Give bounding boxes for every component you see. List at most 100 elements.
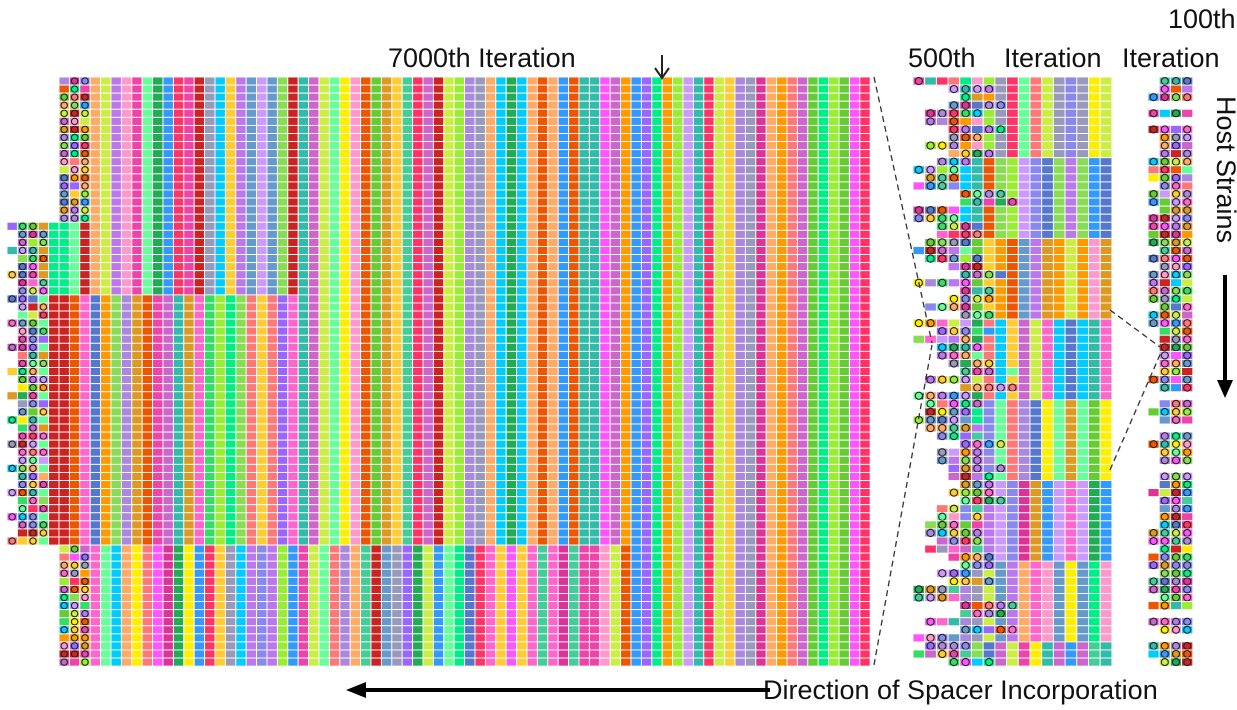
spacer-cell [68, 423, 81, 433]
spacer-cell [422, 237, 434, 247]
spacer-cell [422, 302, 434, 312]
spacer-cell [557, 552, 570, 562]
spacer-cell [48, 310, 60, 320]
spacer-cell [661, 286, 674, 296]
spacer-cell [796, 439, 809, 449]
spacer-cell [526, 439, 538, 449]
spacer-cell [204, 552, 216, 562]
spacer-cell [796, 488, 809, 498]
spacer-cell [599, 544, 611, 554]
spacer-cell [89, 415, 102, 425]
spacer-marker-icon [29, 440, 37, 448]
spacer-cell [193, 229, 206, 239]
spacer-cell [536, 221, 549, 231]
spacer-cell [661, 334, 674, 344]
spacer-cell [755, 407, 767, 417]
spacer-cell [162, 391, 174, 401]
spacer-cell [703, 383, 715, 393]
spacer-cell [703, 350, 715, 360]
spacer-cell [245, 294, 258, 304]
spacer-cell [692, 552, 705, 562]
spacer-cell [172, 480, 185, 490]
spacer-cell [193, 391, 206, 401]
spacer-cell [120, 173, 133, 183]
spacer-cell [68, 286, 81, 296]
spacer-cell [495, 286, 507, 296]
spacer-cell [162, 431, 174, 441]
spacer-cell [141, 544, 154, 554]
spacer-cell [276, 157, 289, 167]
spacer-cell [817, 350, 830, 360]
spacer-cell [256, 149, 268, 159]
spacer-cell [796, 342, 809, 352]
spacer-cell [484, 302, 497, 312]
spacer-cell [245, 181, 258, 191]
spacer-cell [609, 528, 622, 538]
spacer-cell [536, 431, 549, 441]
spacer-cell [131, 237, 143, 247]
spacer-cell [370, 334, 382, 344]
spacer-cell [724, 286, 736, 296]
spacer-cell [224, 76, 237, 86]
spacer-cell [703, 133, 715, 143]
spacer-cell [557, 383, 570, 393]
spacer-cell [120, 157, 133, 167]
spacer-marker-icon [29, 351, 37, 360]
spacer-cell [79, 520, 91, 530]
spacer-cell [235, 173, 247, 183]
spacer-cell [339, 471, 351, 481]
spacer-cell [859, 92, 871, 102]
spacer-cell [308, 552, 320, 562]
spacer-cell [724, 237, 736, 247]
spacer-cell [848, 149, 861, 159]
spacer-cell [578, 415, 590, 425]
spacer-cell [744, 415, 757, 425]
spacer-cell [516, 149, 528, 159]
spacer-cell [547, 383, 559, 393]
spacer-cell [817, 496, 830, 506]
spacer-cell [786, 520, 798, 530]
spacer-cell [370, 124, 382, 134]
spacer-cell [245, 205, 258, 215]
spacer-cell [89, 463, 102, 473]
spacer-cell [578, 197, 590, 207]
spacer-cell [495, 463, 507, 473]
spacer-cell [557, 294, 570, 304]
spacer-cell [807, 359, 819, 368]
spacer-cell [755, 471, 767, 481]
spacer-cell [744, 149, 757, 159]
spacer-cell [412, 391, 424, 401]
spacer-cell [744, 141, 757, 151]
spacer-cell [141, 165, 154, 175]
spacer-cell [141, 197, 154, 207]
spacer-cell [495, 415, 507, 425]
spacer-cell [339, 213, 351, 223]
spacer-cell [391, 157, 403, 167]
spacer-cell [391, 471, 403, 481]
spacer-cell [89, 359, 102, 368]
spacer-cell [859, 141, 871, 151]
spacer-marker-icon [29, 521, 37, 529]
spacer-cell [557, 520, 570, 530]
spacer-cell [859, 536, 871, 546]
spacer-cell [474, 100, 486, 110]
spacer-cell [474, 270, 486, 280]
spacer-cell [120, 520, 133, 530]
spacer-cell [58, 367, 70, 377]
spacer-cell [110, 463, 122, 473]
spacer-cell [651, 302, 663, 312]
spacer-cell [505, 278, 518, 288]
spacer-cell [765, 342, 778, 352]
spacer-cell [256, 302, 268, 312]
spacer-cell [152, 447, 164, 457]
spacer-cell [776, 326, 788, 336]
spacer-cell [89, 367, 102, 377]
spacer-cell [79, 350, 91, 360]
spacer-cell [193, 463, 206, 473]
spacer-cell [58, 504, 70, 514]
spacer-cell [360, 552, 372, 562]
spacer-cell [380, 463, 393, 473]
spacer-cell [859, 431, 871, 441]
spacer-cell [141, 116, 154, 126]
spacer-cell [183, 496, 195, 506]
